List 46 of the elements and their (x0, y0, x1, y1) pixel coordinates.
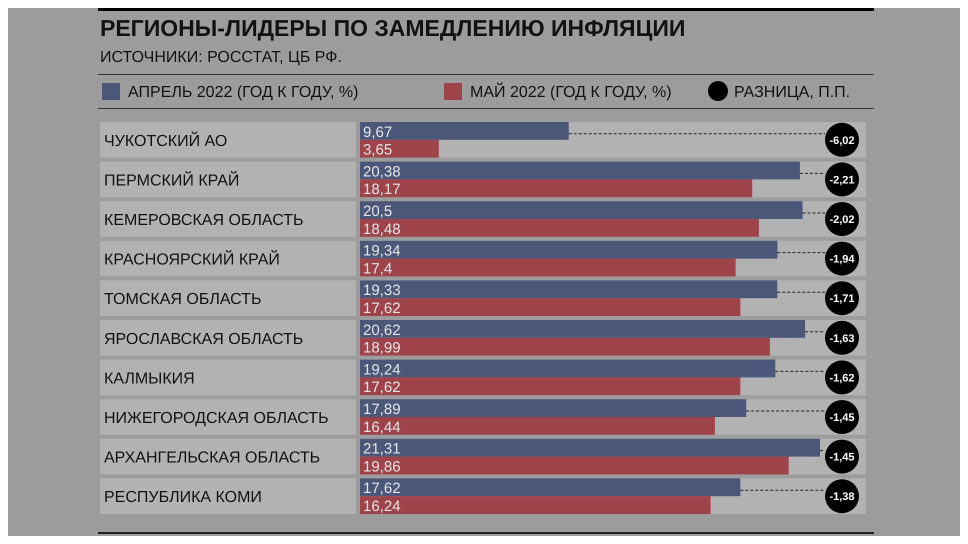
data-label: 19,24 (363, 361, 401, 378)
chart-title: РЕГИОНЫ-ЛИДЕРЫ ПО ЗАМЕДЛЕНИЮ ИНФЛЯЦИИ (100, 15, 686, 41)
y-tick-label: РЕСПУБЛИКА КОМИ (104, 489, 262, 506)
text: РАЗНИЦА, П.П. (734, 84, 850, 101)
text: -6,02 (829, 134, 855, 147)
data-label: 18,17 (363, 181, 401, 198)
data-label: 17,62 (363, 300, 401, 317)
text: -2,02 (829, 214, 855, 226)
text: ИСТОЧНИКИ: РОССТАТ, ЦБ РФ. (100, 49, 342, 66)
data-label: 19,86 (363, 458, 401, 476)
data-label: 16,24 (363, 498, 401, 515)
text: -1,71 (829, 293, 855, 306)
data-label: 9,67 (363, 124, 392, 141)
legend-label: АПРЕЛЬ 2022 (ГОД К ГОДУ, %) (128, 84, 358, 101)
text: -1,38 (829, 491, 855, 504)
data-label: 18,48 (363, 220, 401, 238)
data-label: 17,89 (363, 401, 401, 418)
data-label: 17,62 (363, 379, 401, 396)
y-tick-label: ЧУКОТСКИЙ АО (104, 130, 228, 150)
y-tick-label: АРХАНГЕЛЬСКАЯ ОБЛАСТЬ (104, 450, 320, 467)
text: -1,63 (829, 332, 855, 345)
y-tick-label: НИЖЕГОРОДСКАЯ ОБЛАСТЬ (104, 410, 329, 427)
text: -2,21 (829, 174, 855, 186)
y-tick-label: ПЕРМСКИЙ КРАЙ (104, 170, 240, 190)
data-label: 20,62 (363, 322, 401, 339)
y-tick-label: КРАСНОЯРСКИЙ КРАЙ (104, 250, 280, 269)
y-tick-label: ТОМСКАЯ ОБЛАСТЬ (104, 291, 262, 308)
data-label: 17,62 (363, 480, 401, 498)
y-tick-label: КАЛМЫКИЯ (104, 370, 195, 388)
data-label: 16,44 (363, 418, 401, 436)
text: -1,45 (829, 412, 855, 424)
data-label: 20,38 (363, 163, 401, 180)
data-label: 19,34 (363, 242, 401, 260)
y-tick-label: ЯРОСЛАВСКАЯ ОБЛАСТЬ (104, 330, 304, 348)
y-tick-label: КЕМЕРОВСКАЯ ОБЛАСТЬ (104, 212, 304, 229)
data-label: 19,33 (363, 282, 401, 300)
text: -1,45 (829, 452, 855, 464)
data-label: 3,65 (363, 142, 392, 159)
text: -1,94 (829, 254, 856, 266)
legend-label: МАЙ 2022 (ГОД К ГОДУ, %) (470, 82, 672, 101)
data-label: 21,31 (363, 440, 401, 458)
data-label: 17,4 (363, 260, 392, 278)
data-label: 18,99 (363, 340, 401, 357)
text: -1,62 (829, 372, 855, 384)
bar (360, 122, 569, 140)
data-label: 20,5 (363, 203, 392, 220)
